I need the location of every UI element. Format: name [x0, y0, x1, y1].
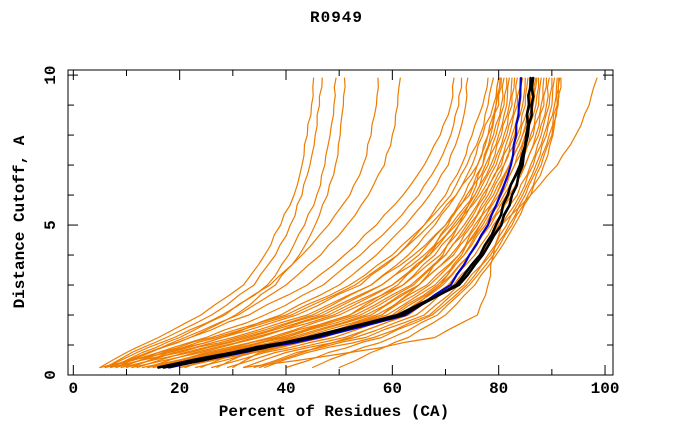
curve-prediction-36: [115, 77, 401, 369]
y-tick-label: 5: [42, 220, 60, 230]
curve-prediction-40: [115, 77, 346, 369]
x-axis-title: Percent of Residues (CA): [218, 403, 450, 421]
curve-prediction-12: [157, 77, 524, 369]
curve-prediction-09: [141, 77, 516, 369]
curve-prediction-05: [120, 77, 505, 369]
x-tick-label: 0: [69, 380, 79, 398]
curve-prediction-35: [104, 77, 379, 369]
curve-prediction-16: [184, 77, 534, 369]
curve-prediction-37: [99, 77, 315, 369]
curve-prediction-28: [338, 77, 562, 369]
curve-prediction-02: [104, 77, 494, 369]
y-tick-label: 10: [42, 65, 60, 84]
curve-prediction-32: [109, 77, 455, 369]
curve-prediction-41: [242, 77, 598, 369]
curve-prediction-04: [115, 77, 502, 369]
curve-prediction-30: [147, 77, 501, 369]
y-tick-label: 0: [42, 370, 60, 380]
curve-prediction-06: [125, 77, 508, 369]
plot-frame: [67, 69, 614, 376]
curves-layer: [99, 76, 598, 369]
curve-prediction-21: [226, 77, 548, 369]
curve-prediction-38: [104, 77, 323, 369]
curve-prediction-10: [147, 77, 518, 369]
curve-highlight-blue: [167, 77, 523, 369]
curve-prediction-25: [264, 77, 558, 369]
curve-prediction-26: [285, 77, 560, 369]
curve-prediction-27: [312, 77, 561, 369]
curve-prediction-39: [109, 77, 337, 369]
curve-highlight-black-b: [157, 76, 535, 369]
curve-prediction-03: [109, 77, 500, 369]
x-tick-label: 40: [276, 380, 295, 398]
x-tick-label: 20: [170, 380, 189, 398]
x-tick-label: 60: [383, 380, 402, 398]
x-tick-label: 100: [591, 380, 620, 398]
curve-prediction-23: [242, 77, 553, 369]
curve-prediction-34: [131, 77, 469, 369]
curve-prediction-31: [258, 77, 538, 369]
axis-ticks: [68, 70, 613, 376]
curve-prediction-11: [152, 77, 521, 369]
chart-title: R0949: [309, 9, 363, 27]
curve-prediction-01: [99, 77, 489, 369]
curve-prediction-08: [136, 77, 513, 369]
curve-prediction-33: [120, 77, 463, 369]
x-tick-label: 80: [489, 380, 508, 398]
